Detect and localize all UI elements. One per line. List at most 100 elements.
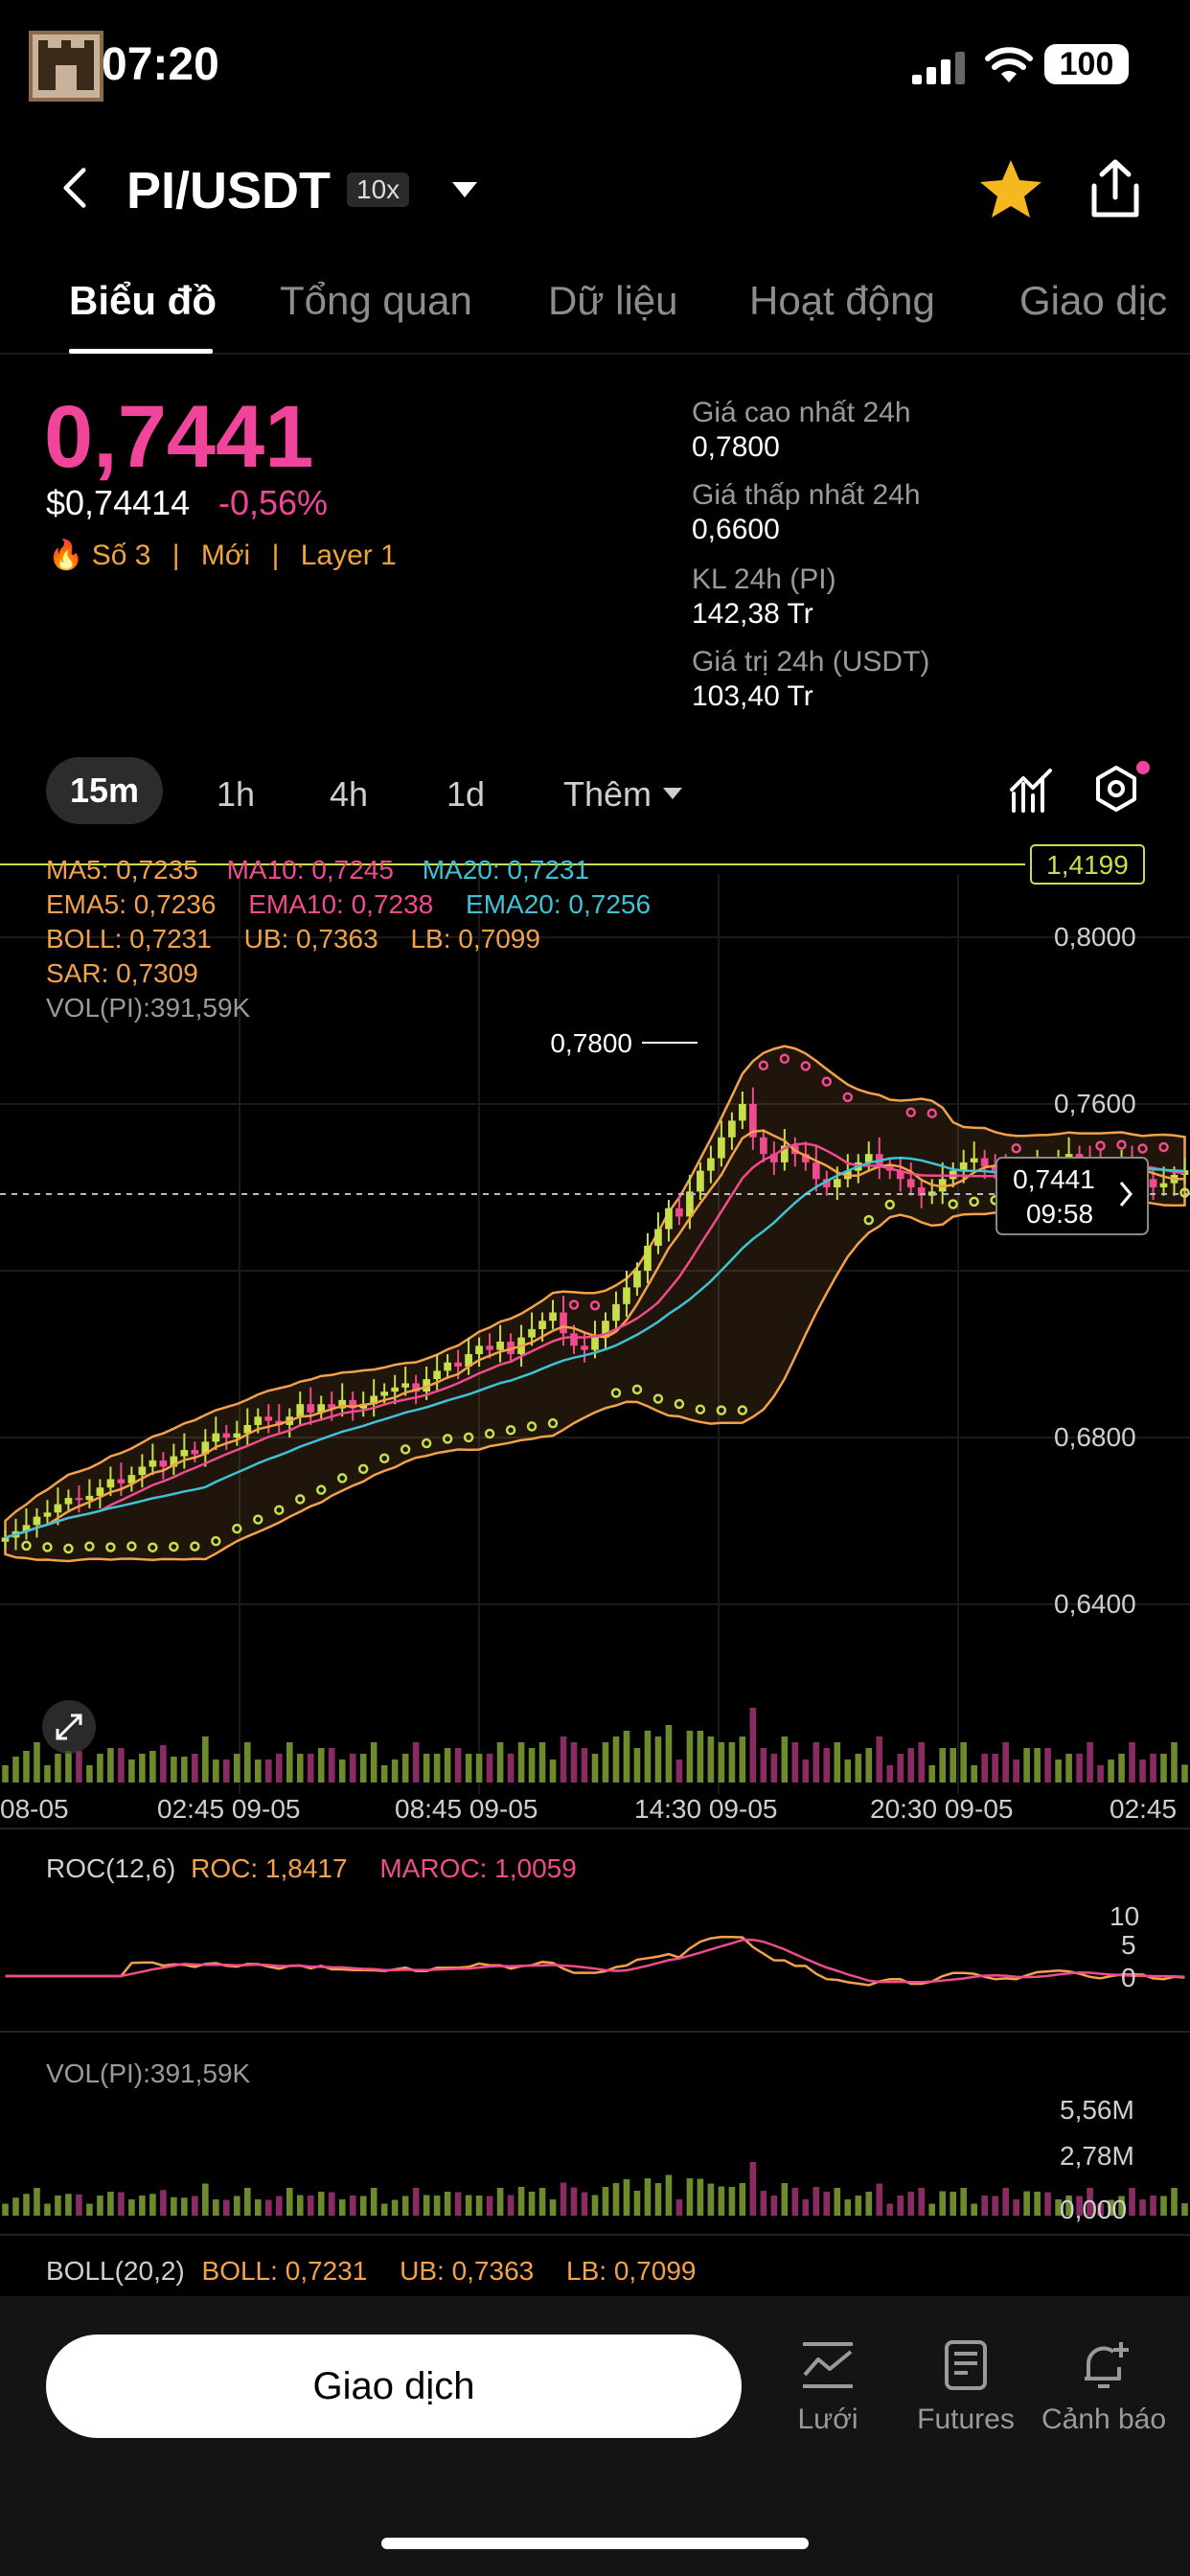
sar-dot	[400, 1444, 411, 1455]
volume-bar	[834, 1742, 841, 1782]
chevron-right-icon	[1119, 1182, 1133, 1207]
settings-hexagon-icon[interactable]	[1094, 765, 1138, 813]
volume-bar	[1150, 2196, 1156, 2216]
candle-body	[570, 1333, 578, 1346]
maroc-line	[5, 1938, 1185, 1984]
tab-trade[interactable]: Giao dịc	[1019, 278, 1168, 323]
sar-dot	[463, 1432, 474, 1443]
sar-dot	[505, 1424, 516, 1436]
timeframe-more[interactable]: Thêm	[563, 774, 652, 814]
volume-bar	[1160, 2196, 1167, 2216]
volume-bar	[55, 1754, 61, 1782]
stat-low-label: Giá thấp nhất 24h	[692, 479, 921, 511]
volume-bar	[1118, 1754, 1125, 1782]
candle-body	[106, 1479, 115, 1488]
vol-tick: 5,56M	[1060, 2095, 1134, 2125]
candle-body	[275, 1420, 284, 1425]
tab-bar: Biểu đồ Tổng quan Dữ liệu Hoạt động Giao…	[0, 274, 1190, 355]
volume-bar	[781, 2183, 789, 2216]
volume-bar	[475, 1754, 483, 1782]
kline-chart[interactable]: 1,4199 0,7441 09:58 0,7800	[0, 836, 1190, 2296]
ma20-value: MA20: 0,7231	[422, 855, 590, 885]
layer1-tag[interactable]: Layer 1	[300, 540, 397, 571]
timeframe-1h[interactable]: 1h	[217, 774, 256, 814]
volume-bar	[454, 2192, 462, 2216]
candle-body	[475, 1346, 483, 1354]
volume-bar	[2, 1765, 9, 1782]
volume-bar	[918, 2188, 926, 2216]
candle-body	[707, 1158, 715, 1171]
volume-bar	[1160, 1754, 1167, 1782]
timeframe-4h[interactable]: 4h	[330, 774, 369, 814]
volume-bar	[107, 2192, 114, 2216]
volume-bar	[160, 1745, 167, 1782]
candle-body	[822, 1179, 831, 1187]
ma-legend: MA5: 0,7235 MA10: 0,7245 MA20: 0,7231	[46, 855, 589, 886]
volume-bar	[760, 2191, 767, 2216]
timeframe-1d[interactable]: 1d	[446, 774, 486, 814]
sar-dot	[695, 1404, 706, 1414]
volume-bar	[496, 2188, 504, 2216]
nav-futures[interactable]: Futures	[899, 2338, 1033, 2436]
pair-title[interactable]: PI/USDT	[126, 162, 332, 219]
sar-dot	[1137, 1143, 1148, 1154]
new-tag[interactable]: Mới	[200, 540, 251, 571]
nav-grid[interactable]: Lưới	[761, 2338, 895, 2436]
rank-tag[interactable]: 🔥 Số 3	[48, 540, 151, 571]
boll-bottom-legend: BOLL(20,2) BOLL: 0,7231 UB: 0,7363 LB: 0…	[46, 2256, 696, 2287]
volume-bar	[981, 1754, 988, 1782]
sar-dot	[758, 1060, 769, 1070]
volume-bar	[992, 1754, 998, 1782]
favorite-star-icon[interactable]	[977, 157, 1044, 220]
tab-data[interactable]: Dữ liệu	[548, 278, 678, 323]
boll2-value: BOLL: 0,7231	[201, 2256, 368, 2286]
sar-dot	[631, 1384, 643, 1395]
x-tick: 14:30 09-05	[634, 1794, 778, 1824]
candle-body	[412, 1383, 420, 1392]
volume-bar	[675, 1760, 683, 1782]
volume-bar	[675, 2199, 683, 2216]
candle-body	[401, 1383, 410, 1388]
share-icon[interactable]	[1088, 159, 1142, 218]
trade-button[interactable]: Giao dịch	[46, 2334, 742, 2438]
caret-down-icon[interactable]	[450, 180, 479, 199]
sar-dot	[969, 1196, 979, 1208]
sar-value: SAR: 0,7309	[46, 958, 198, 988]
tab-activity[interactable]: Hoạt động	[749, 278, 935, 323]
volume-bar	[802, 1760, 810, 1782]
sar-dot	[63, 1543, 74, 1554]
volume-bar	[812, 1742, 820, 1782]
status-bar: 07:20 100	[0, 0, 1190, 134]
back-arrow-icon[interactable]	[56, 165, 94, 211]
volume-bar	[486, 2196, 493, 2216]
volume-bar	[2, 2203, 9, 2216]
candle-body	[149, 1460, 157, 1467]
volume-bar	[581, 2192, 588, 2216]
candle-body	[233, 1433, 241, 1438]
volume-bar	[528, 2192, 536, 2216]
x-tick: 02:45	[1110, 1794, 1178, 1824]
candle-body	[538, 1321, 546, 1329]
volume-bar	[1023, 1748, 1030, 1782]
tab-overview[interactable]: Tổng quan	[280, 278, 472, 323]
nav-alerts[interactable]: Cảnh báo	[1037, 2338, 1171, 2436]
volume-bar	[349, 1754, 356, 1782]
volume-bar	[86, 1765, 93, 1782]
volume-bar	[865, 1748, 873, 1782]
max-price-label: 0,7800	[550, 1028, 632, 1058]
volume-bar	[1129, 2188, 1135, 2216]
indicator-icon[interactable]	[1010, 767, 1054, 815]
sar-dot	[800, 1061, 812, 1071]
sar-dot	[1011, 1143, 1021, 1154]
volume-bar	[1150, 1754, 1156, 1782]
volume-bar	[465, 1754, 472, 1782]
volume-bar	[1023, 2191, 1030, 2216]
timeframe-15m[interactable]: 15m	[46, 757, 163, 824]
volume-bar	[507, 1754, 515, 1782]
stat-high-label: Giá cao nhất 24h	[692, 397, 911, 428]
home-indicator	[381, 2538, 809, 2549]
candle-body	[749, 1104, 757, 1138]
volume-bar	[1034, 2192, 1041, 2216]
volume-bar	[1055, 2199, 1062, 2216]
tab-chart[interactable]: Biểu đồ	[69, 278, 217, 323]
